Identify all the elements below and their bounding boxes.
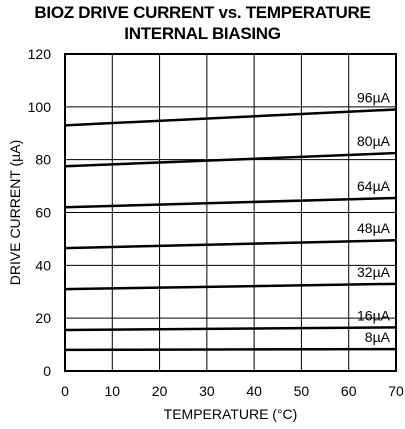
series-label: 16µA bbox=[357, 307, 391, 323]
x-tick-label: 70 bbox=[388, 383, 404, 399]
y-tick-label: 80 bbox=[35, 152, 51, 168]
series-line bbox=[64, 108, 397, 127]
x-tick-labels: 0 10 20 30 40 50 60 70 bbox=[61, 383, 404, 399]
series-label: 96µA bbox=[357, 89, 391, 105]
series-label: 8µA bbox=[365, 329, 391, 345]
y-tick-labels: 0 20 40 60 80 100 120 bbox=[28, 46, 52, 379]
y-tick-label: 120 bbox=[28, 46, 52, 62]
chart-title: BIOZ DRIVE CURRENT vs. TEMPERATURE bbox=[34, 3, 371, 22]
series-label: 32µA bbox=[357, 264, 391, 280]
x-tick-label: 60 bbox=[341, 383, 357, 399]
y-tick-label: 0 bbox=[43, 363, 51, 379]
y-tick-label: 20 bbox=[35, 310, 51, 326]
series-line bbox=[64, 151, 397, 168]
series-line bbox=[64, 238, 397, 250]
series-label: 64µA bbox=[357, 178, 391, 194]
y-tick-label: 40 bbox=[35, 257, 51, 273]
y-tick-label: 100 bbox=[28, 99, 52, 115]
chart-subtitle: INTERNAL BIASING bbox=[124, 24, 281, 43]
series-line bbox=[64, 326, 397, 332]
series-line bbox=[64, 282, 397, 291]
x-tick-label: 20 bbox=[152, 383, 168, 399]
x-tick-label: 10 bbox=[104, 383, 120, 399]
x-tick-label: 50 bbox=[294, 383, 310, 399]
y-tick-label: 60 bbox=[35, 205, 51, 221]
plot-frame bbox=[64, 53, 397, 372]
x-tick-label: 0 bbox=[61, 383, 69, 399]
series-label: 48µA bbox=[357, 220, 391, 236]
grid-lines bbox=[65, 54, 396, 371]
series-lines: 96µA 80µA 64µA 48µA 32µA 16µA 8µA bbox=[64, 89, 397, 352]
series-line bbox=[64, 196, 397, 209]
series-line bbox=[64, 347, 397, 352]
x-axis-label: TEMPERATURE (°C) bbox=[164, 406, 298, 422]
series-label: 80µA bbox=[357, 133, 391, 149]
y-axis-label: DRIVE CURRENT (µA) bbox=[7, 140, 23, 285]
x-tick-label: 40 bbox=[246, 383, 262, 399]
x-tick-label: 30 bbox=[199, 383, 215, 399]
